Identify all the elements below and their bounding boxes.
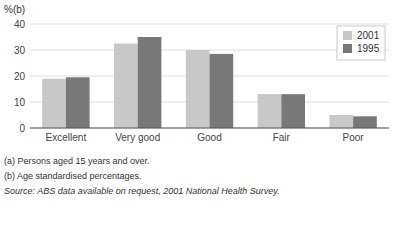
bar	[258, 94, 282, 128]
x-tick-label: Poor	[343, 132, 365, 143]
bar	[66, 77, 90, 128]
bar	[114, 44, 138, 129]
x-tick-label: Very good	[115, 132, 160, 143]
y-tick-label: 40	[14, 19, 26, 30]
y-tick-label: 10	[14, 97, 26, 108]
bar	[210, 54, 234, 128]
footnote: (a) Persons aged 15 years and over.	[4, 156, 150, 166]
legend-swatch	[343, 31, 352, 40]
bar	[353, 116, 377, 128]
grid-line	[30, 128, 389, 129]
x-tick-label: Fair	[273, 132, 291, 143]
grid-line	[30, 24, 389, 25]
x-axis-line	[30, 128, 389, 129]
legend-label: 1995	[357, 43, 380, 54]
legend-swatch	[343, 44, 352, 53]
bar	[329, 115, 353, 128]
legend-frame	[337, 26, 385, 60]
legend-label: 2001	[357, 30, 380, 41]
bar	[138, 37, 162, 128]
bar	[281, 94, 305, 128]
legend: 2001 1995	[337, 26, 385, 60]
bars	[42, 37, 377, 128]
y-axis-label: %(b)	[4, 4, 25, 15]
bar	[42, 79, 66, 128]
bar	[186, 50, 210, 128]
x-tick-label: Excellent	[46, 132, 87, 143]
y-tick-label: 30	[14, 45, 26, 56]
footnote: (b) Age standardised percentages.	[4, 171, 142, 181]
y-tick-label: 20	[14, 71, 26, 82]
y-tick-label: 0	[19, 123, 25, 134]
footnote: Source: ABS data available on request, 2…	[4, 186, 280, 196]
x-tick-label: Good	[197, 132, 221, 143]
